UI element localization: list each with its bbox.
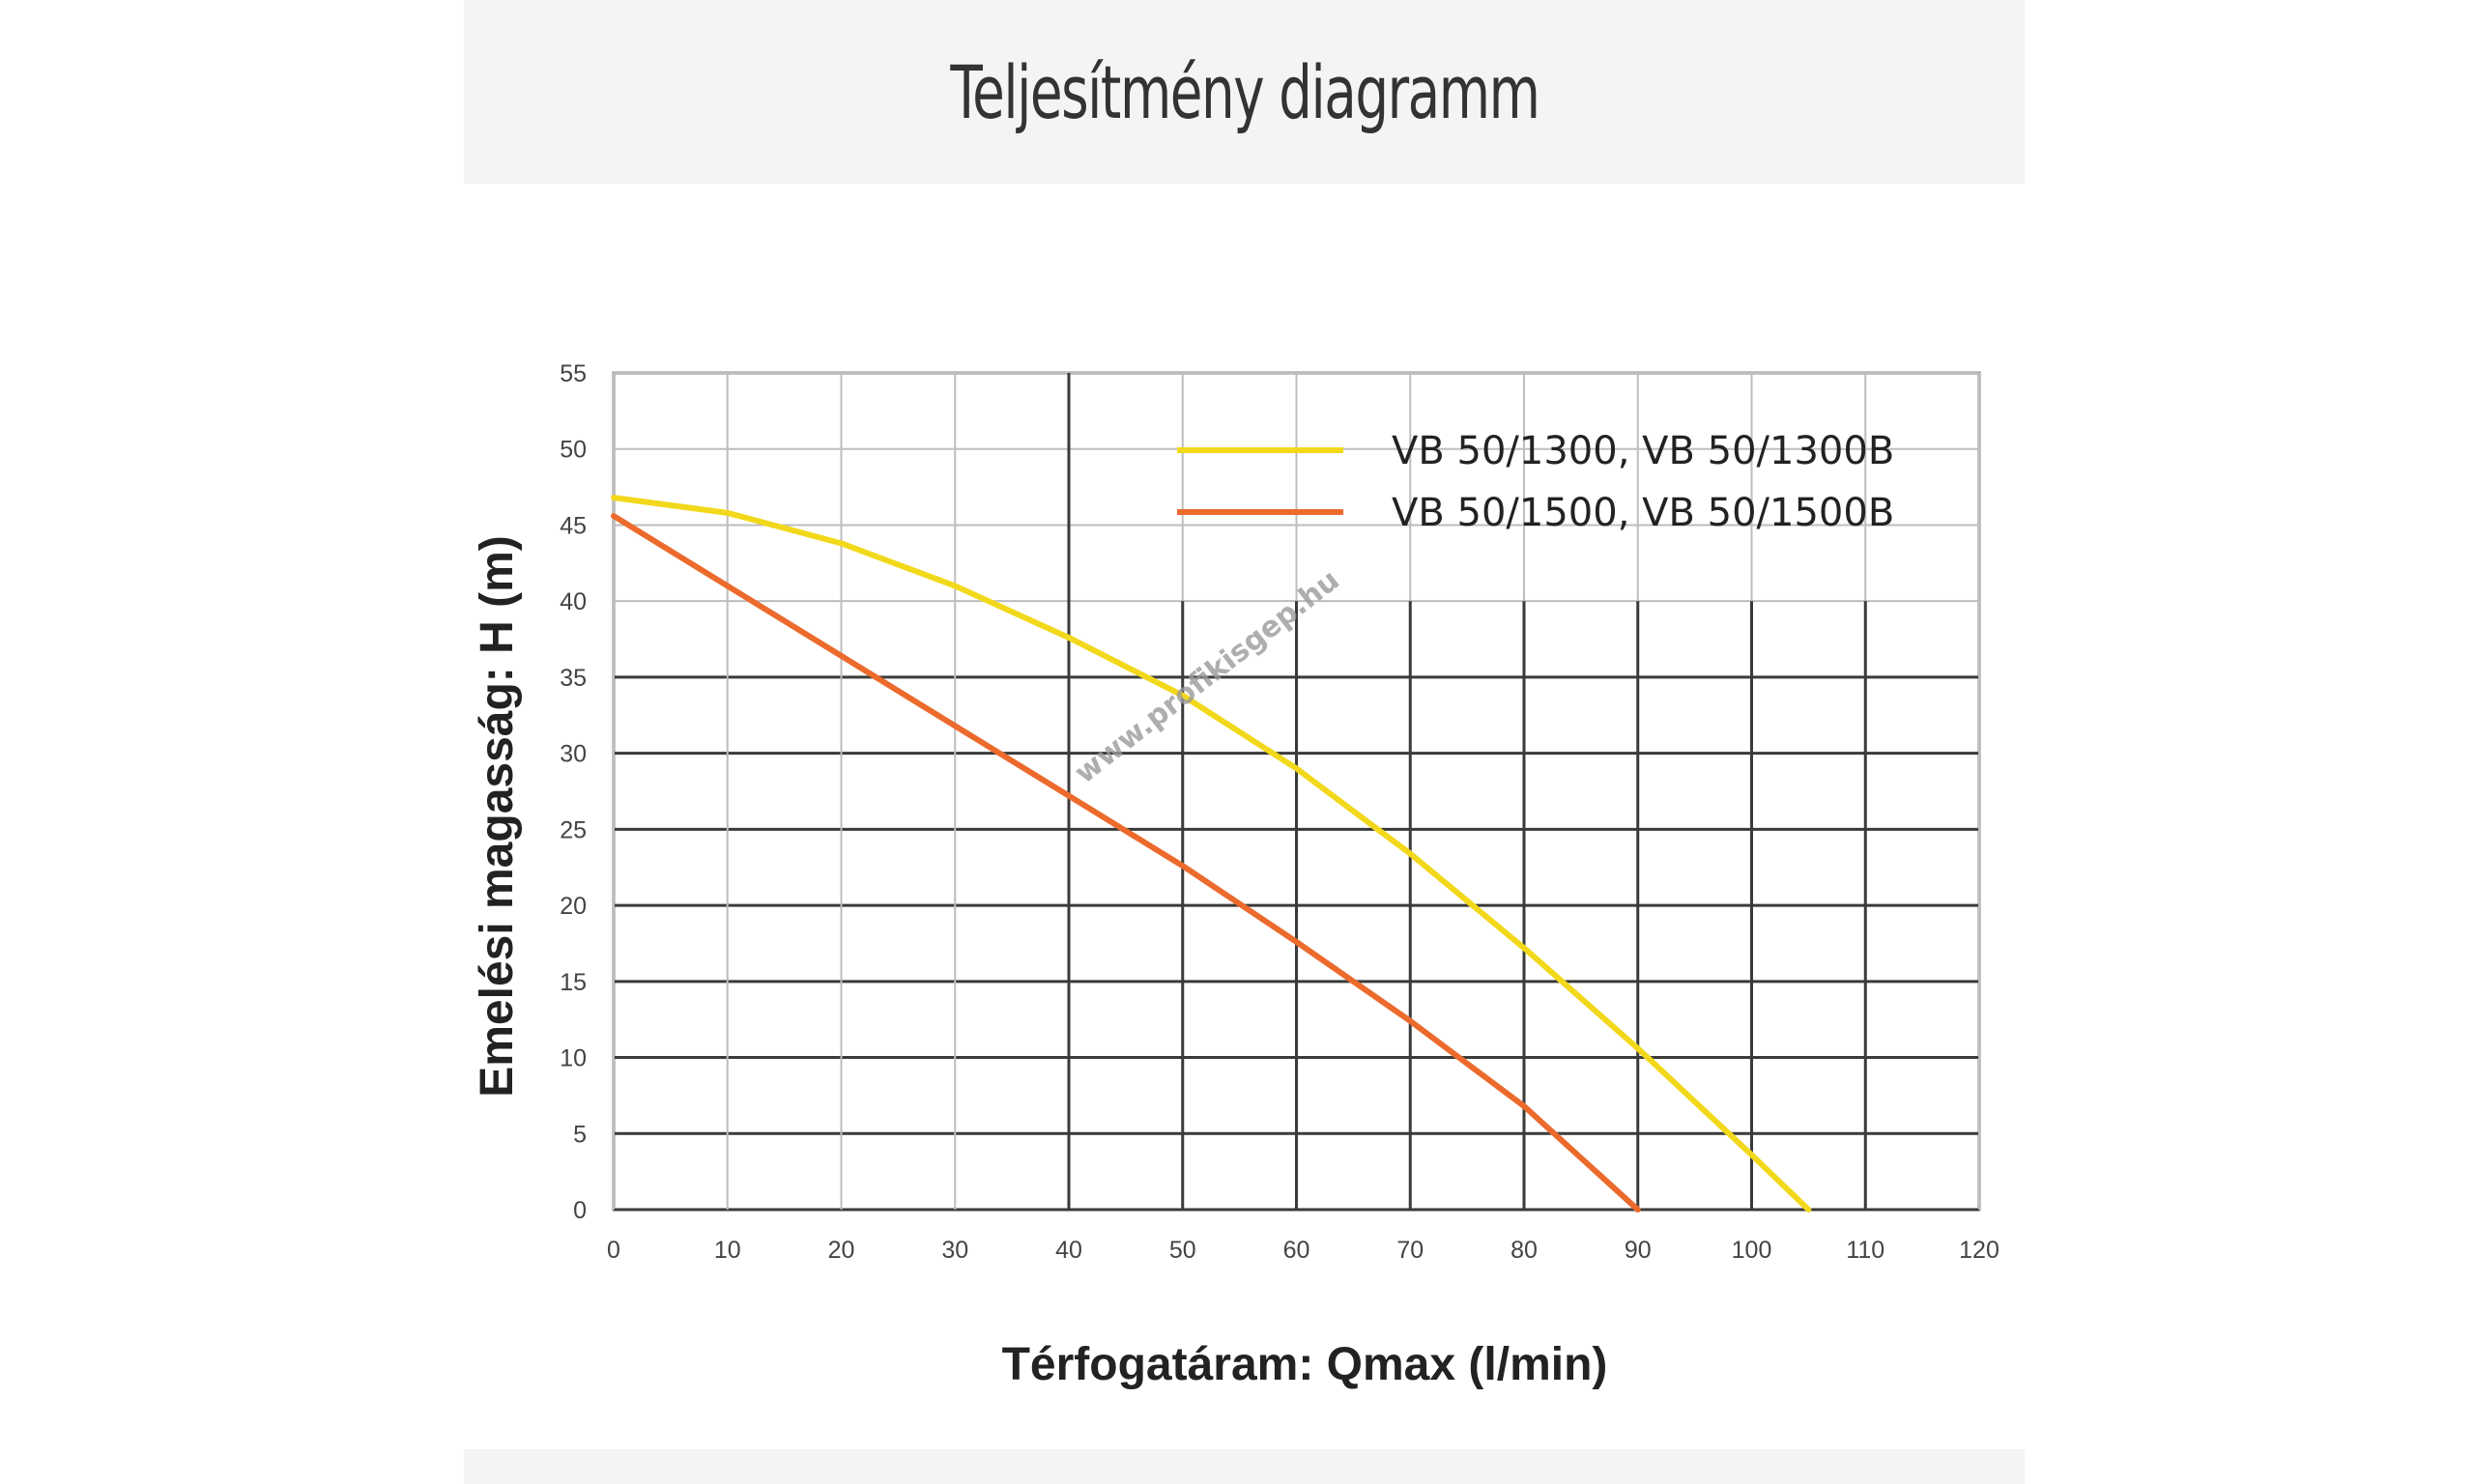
chart-ticks: 0 5 10 15 20 25 30 35 40 45 50 55 0 10 20 30 40 50 60 70 80 9… bbox=[560, 360, 1999, 1264]
x-axis-label: Térfogatáram: Qmax (l/min) bbox=[1002, 1339, 1608, 1390]
x-tick-label: 40 bbox=[1055, 1237, 1082, 1264]
y-tick-label: 45 bbox=[560, 512, 587, 539]
y-tick-label: 50 bbox=[560, 437, 587, 464]
series-line-1 bbox=[611, 495, 1812, 1213]
y-tick-label: 5 bbox=[573, 1121, 587, 1148]
page-title: Teljesítmény diagramm bbox=[949, 48, 1540, 135]
x-tick-label: 60 bbox=[1283, 1237, 1310, 1264]
series-line-2 bbox=[611, 513, 1641, 1213]
x-tick-label: 110 bbox=[1846, 1237, 1884, 1264]
y-axis-label: Emelési magasság: H (m) bbox=[472, 535, 523, 1098]
x-tick-label: 70 bbox=[1396, 1237, 1424, 1264]
x-tick-label: 50 bbox=[1169, 1237, 1196, 1264]
y-tick-label: 15 bbox=[560, 969, 587, 996]
x-tick-label: 10 bbox=[714, 1237, 741, 1264]
x-tick-label: 120 bbox=[1959, 1237, 1999, 1264]
y-tick-label: 35 bbox=[560, 665, 587, 692]
x-tick-label: 80 bbox=[1510, 1237, 1538, 1264]
y-tick-label: 25 bbox=[560, 816, 587, 843]
y-tick-label: 30 bbox=[560, 741, 587, 768]
x-tick-label: 100 bbox=[1732, 1237, 1772, 1264]
x-tick-label: 30 bbox=[941, 1237, 968, 1264]
title-bar: Teljesítmény diagramm bbox=[464, 0, 2025, 184]
y-tick-label: 55 bbox=[560, 360, 587, 387]
y-tick-label: 40 bbox=[560, 588, 587, 615]
legend-label-1: VB 50/1300, VB 50/1300B bbox=[1392, 429, 1894, 473]
footer-strip bbox=[464, 1449, 2025, 1484]
x-tick-label: 20 bbox=[828, 1237, 855, 1264]
x-tick-label: 90 bbox=[1625, 1237, 1652, 1264]
x-tick-label: 0 bbox=[607, 1237, 620, 1264]
chart-legend: VB 50/1300, VB 50/1300B VB 50/1500, VB 50… bbox=[1177, 429, 1894, 535]
y-tick-label: 0 bbox=[573, 1197, 587, 1224]
legend-label-2: VB 50/1500, VB 50/1500B bbox=[1392, 491, 1894, 535]
y-tick-label: 10 bbox=[560, 1045, 587, 1072]
y-tick-label: 20 bbox=[560, 893, 587, 920]
chart-grid bbox=[612, 371, 1981, 1212]
chart-series bbox=[611, 495, 1812, 1213]
